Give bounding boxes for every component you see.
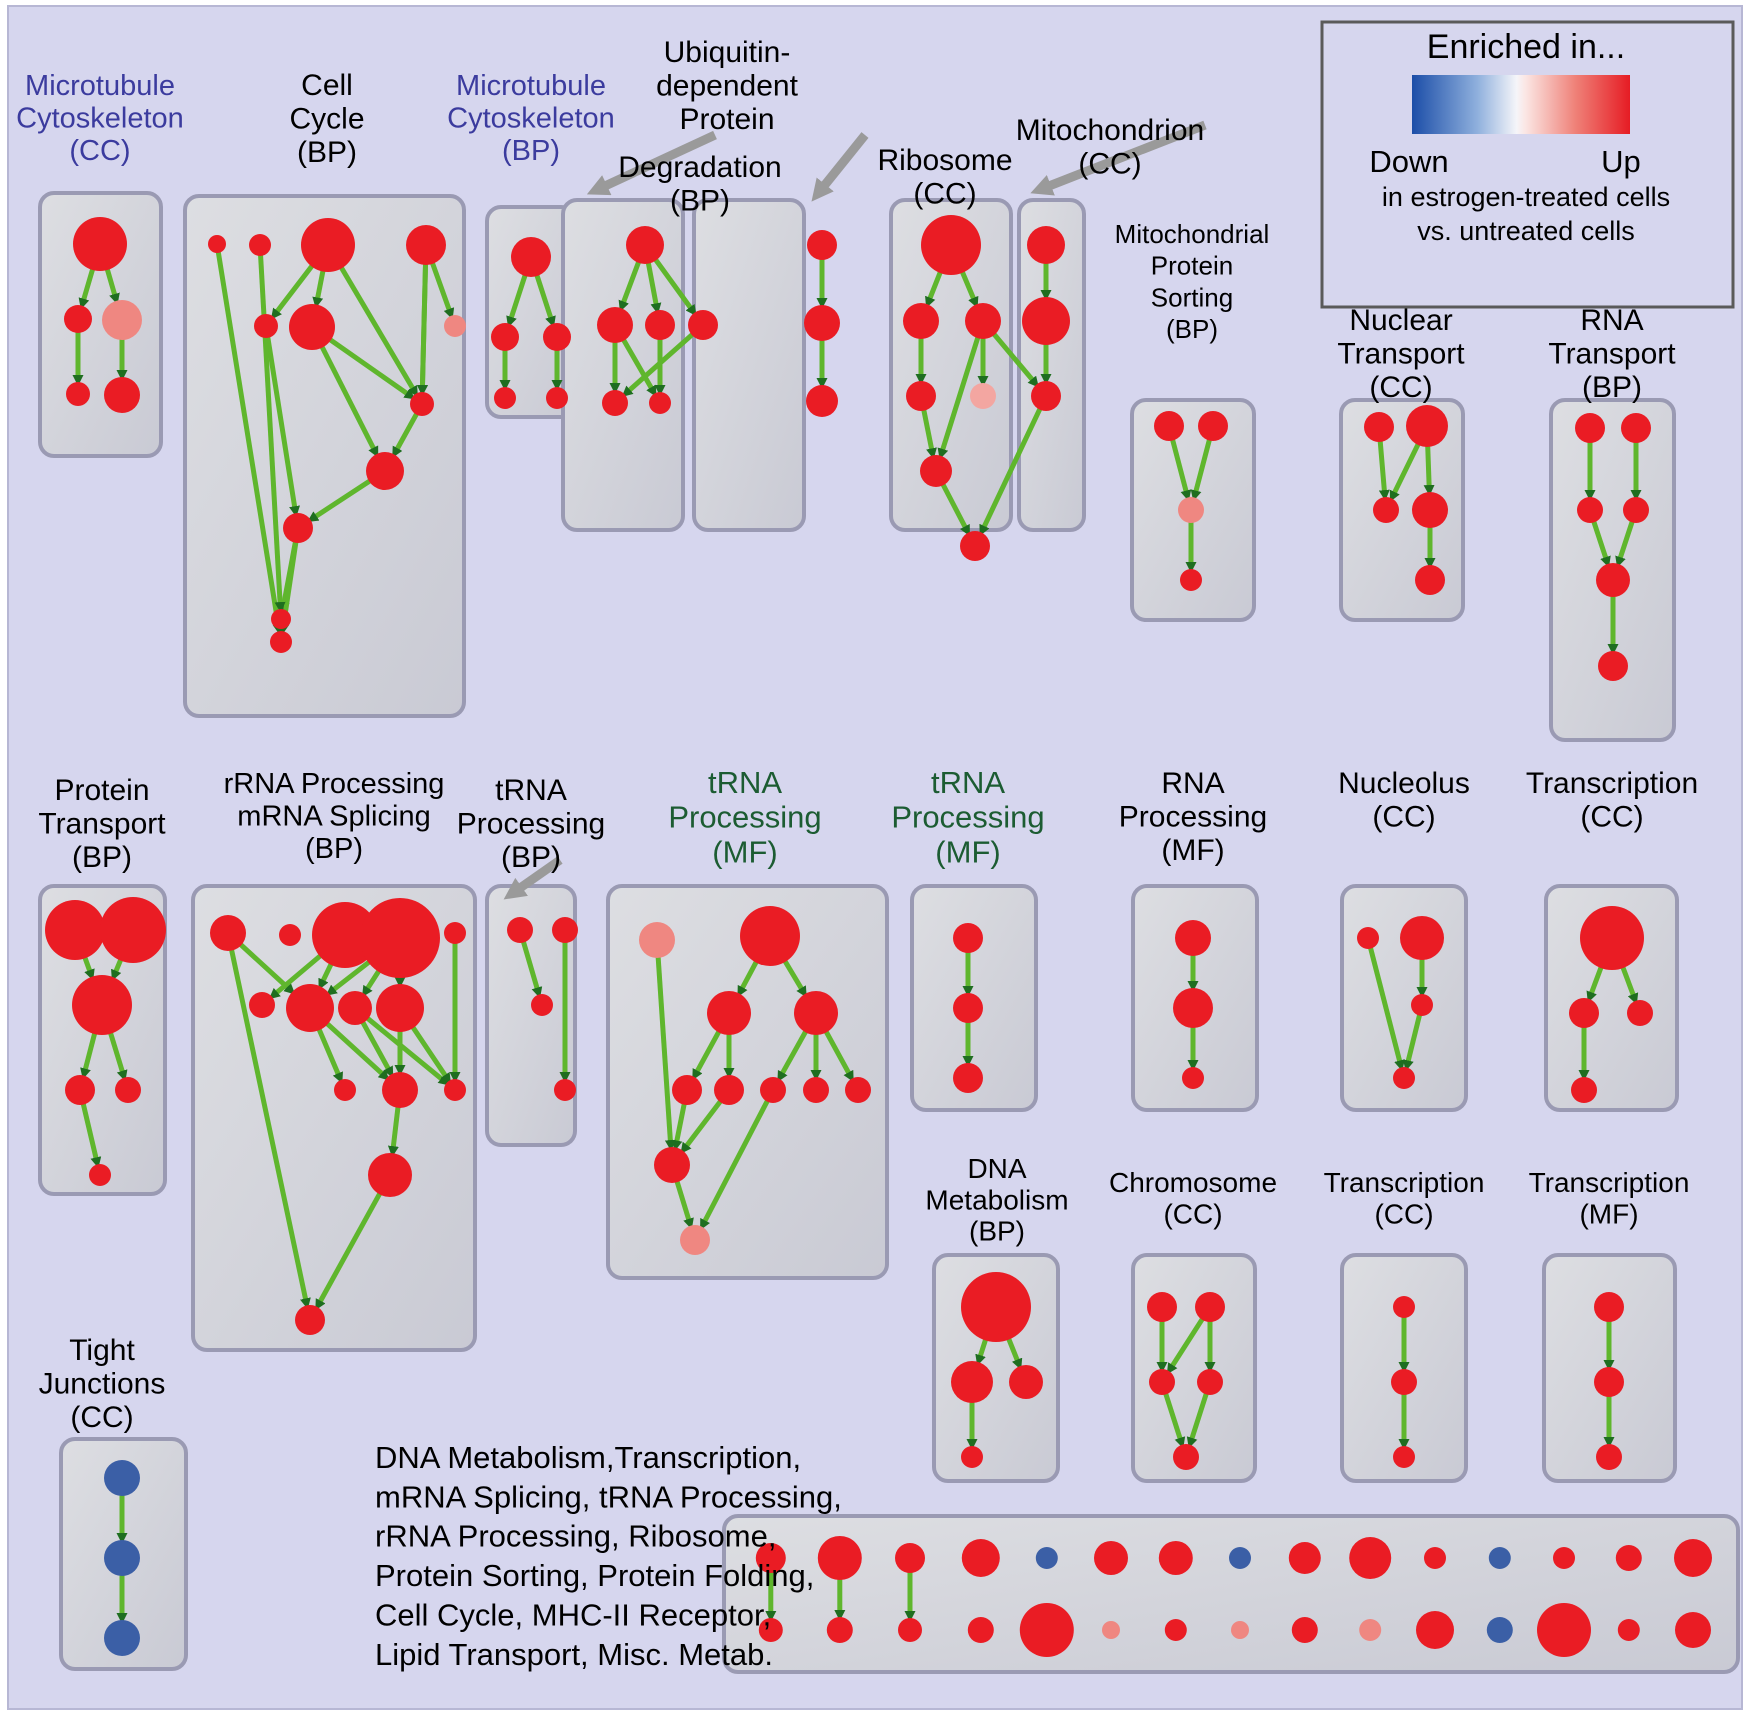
- svg-text:Enriched in...: Enriched in...: [1427, 28, 1625, 66]
- svg-text:in estrogen-treated cells: in estrogen-treated cells: [1382, 182, 1670, 212]
- svg-text:vs. untreated cells: vs. untreated cells: [1417, 216, 1635, 246]
- svg-text:Up: Up: [1601, 144, 1641, 179]
- svg-text:Down: Down: [1369, 144, 1448, 179]
